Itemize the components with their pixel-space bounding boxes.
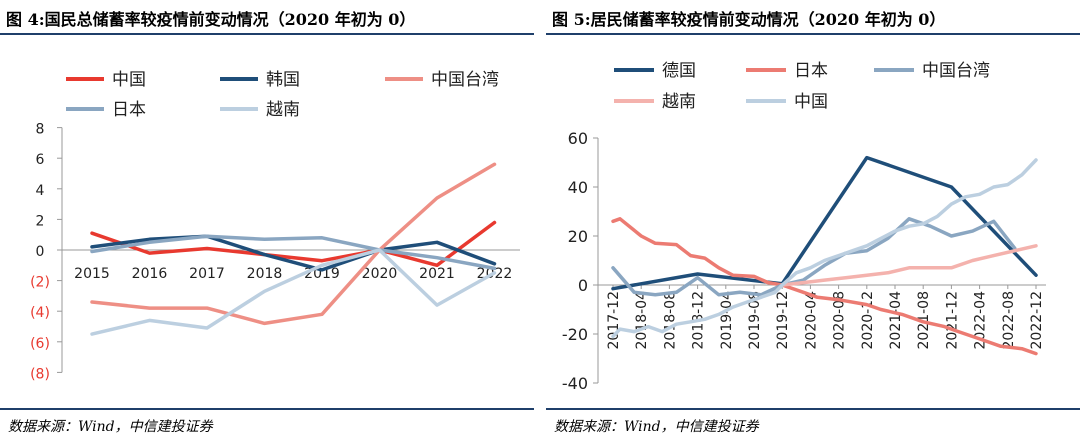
legend-label-e697a5e69cac: 日本 <box>794 61 828 81</box>
y-tick-label: 60 <box>568 129 588 148</box>
x-tick-label: 2018-04 <box>634 291 650 350</box>
y-tick-label: -40 <box>562 374 588 393</box>
x-tick-label: 2019-12 <box>775 291 791 350</box>
series-line-e697a5e69cac <box>611 217 1038 356</box>
series-line-e8b68ae58d97 <box>90 248 497 336</box>
y-tick-label: 0 <box>36 244 45 260</box>
bottom-rule-left <box>0 408 534 410</box>
y-tick-label: (2) <box>30 275 50 291</box>
x-tick-label: 2022-04 <box>973 291 989 350</box>
x-tick-label: 2021-12 <box>944 291 960 350</box>
top-rule-right <box>546 33 1080 35</box>
legend-label-e4b8ade59bbd: 中国 <box>112 70 146 90</box>
series-line-e99fa9e59bbd <box>90 234 497 272</box>
x-tick-label: 2019-04 <box>719 291 735 350</box>
y-tick-label: 2 <box>36 213 45 229</box>
y-tick-label: 6 <box>36 152 45 168</box>
series-line-e4b8ade59bbd <box>611 158 1038 339</box>
y-tick-label: 4 <box>36 183 45 199</box>
legend-label-e4b8ade59bbde58fb0e6b9be: 中国台湾 <box>922 61 990 81</box>
y-tick-label: (4) <box>30 305 50 321</box>
x-tick-label: 2020-12 <box>860 291 876 350</box>
y-tick-label: 8 <box>36 122 45 138</box>
y-tick-label: (6) <box>30 336 50 352</box>
legend-label-e8b68ae58d97: 越南 <box>662 92 696 112</box>
source-note-left: 数据来源：Wind，中信建投证券 <box>8 419 213 435</box>
top-rule-left <box>0 33 534 35</box>
x-tick-label: 2018-08 <box>662 291 678 350</box>
x-tick-label: 2018 <box>247 266 283 282</box>
series-line-e4b8ade59bbde58fb0e6b9be <box>611 217 1017 297</box>
x-tick-label: 2022-12 <box>1029 291 1045 350</box>
y-tick-label: 0 <box>578 276 588 295</box>
x-tick-label: 2020-08 <box>832 291 848 350</box>
series-line-e8b68ae58d97 <box>780 244 1038 287</box>
x-tick-label: 2016 <box>132 266 168 282</box>
panel-household-savings: 图 5:居民储蓄率较疫情前变动情况（2020 年初为 0） 60 40 20 0 -20… <box>546 0 1080 443</box>
panel-national-savings: 图 4:国民总储蓄率较疫情前变动情况（2020 年初为 0） 8 6 4 2 0 (2) (… <box>0 0 534 443</box>
legend-label-e4b8ade59bbde58fb0e6b9be: 中国台湾 <box>431 70 499 90</box>
legend-label-e8b68ae58d97: 越南 <box>266 100 300 120</box>
y-tick-label: 40 <box>568 178 588 197</box>
legend-label-e99fa9e59bbd: 韩国 <box>266 70 300 90</box>
y-tick-label: (8) <box>30 366 50 382</box>
bottom-rule-right <box>546 408 1080 410</box>
y-tick-label: 20 <box>568 227 588 246</box>
series-line-e4b8ade59bbd <box>90 220 497 268</box>
legend-label-e5beb7e59bbd: 德国 <box>662 61 696 81</box>
source-note-right: 数据来源：Wind，中信建投证券 <box>554 419 759 435</box>
series-line-e4b8ade59bbde58fb0e6b9be <box>90 162 497 326</box>
x-tick-label: 2019-08 <box>747 291 763 350</box>
x-tick-label: 2020 <box>362 266 398 282</box>
x-tick-label: 2017-12 <box>606 291 622 350</box>
y-tick-label: -20 <box>562 325 588 344</box>
legend-label-e697a5e69cac: 日本 <box>112 100 146 120</box>
series-line-e5beb7e59bbd <box>611 155 1038 291</box>
x-tick-label: 2022-08 <box>1001 291 1017 350</box>
x-tick-label: 2020-04 <box>803 291 819 350</box>
x-tick-label: 2015 <box>74 266 110 282</box>
legend-label-e4b8ade59bbd: 中国 <box>794 92 828 112</box>
chart-title-right: 图 5:居民储蓄率较疫情前变动情况（2020 年初为 0） <box>552 10 946 29</box>
x-tick-label: 2021-04 <box>888 291 904 350</box>
x-tick-label: 2021 <box>419 266 455 282</box>
x-tick-label: 2017 <box>189 266 225 282</box>
chart-title-left: 图 4:国民总储蓄率较疫情前变动情况（2020 年初为 0） <box>6 10 416 29</box>
series-line-e697a5e69cac <box>90 234 497 271</box>
